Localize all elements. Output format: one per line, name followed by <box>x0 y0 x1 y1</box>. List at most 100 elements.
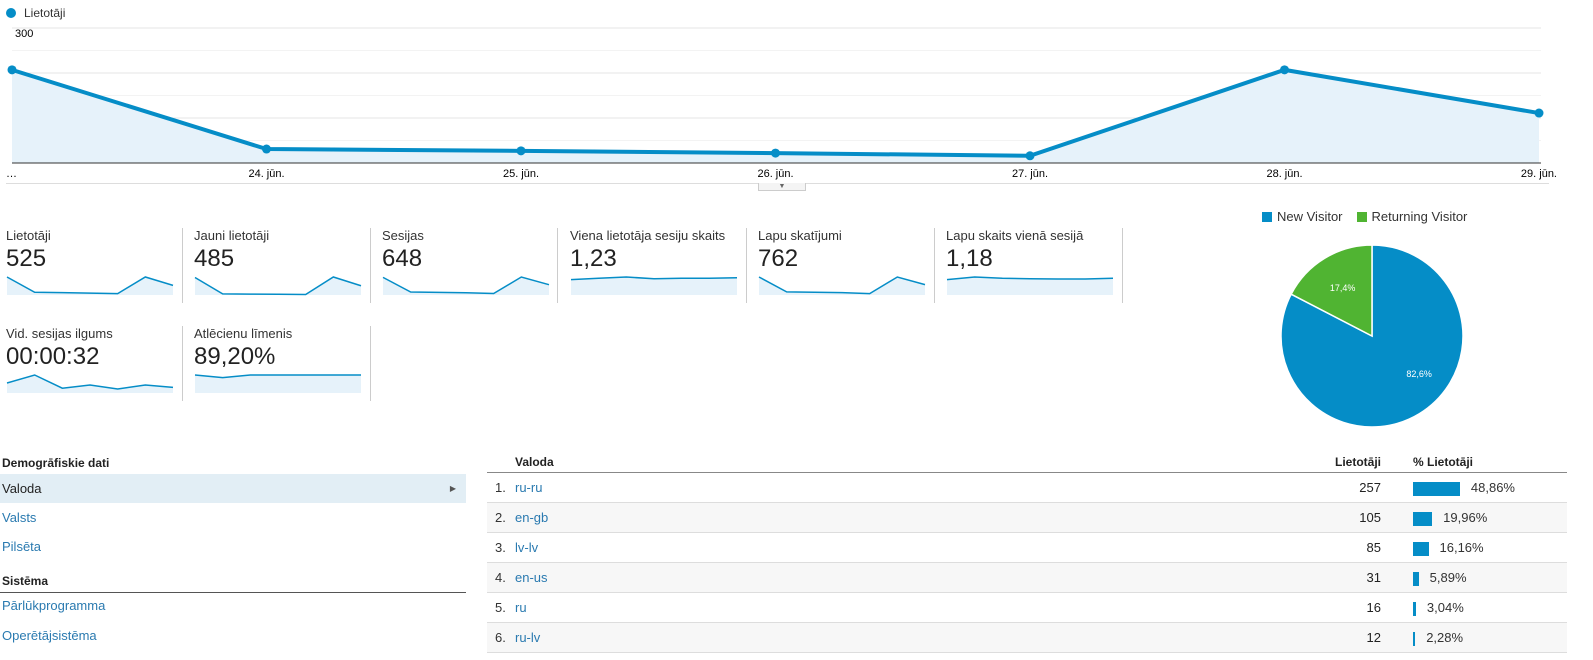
users-count: 16 <box>1366 600 1381 615</box>
row-number: 5. <box>495 600 506 615</box>
sparkline-line <box>382 276 550 295</box>
pie-legend-item[interactable]: Returning Visitor <box>1356 209 1468 224</box>
metric-viena-lietot-ja-sesiju-skaits[interactable]: Viena lietotāja sesiju skaits 1,23 <box>564 228 752 303</box>
percent-bar <box>1413 572 1419 586</box>
metric-lapu-skaits-vien-sesij-[interactable]: Lapu skaits vienā sesijā 1,18 <box>940 228 1128 303</box>
metric-lapu-skat-jumi[interactable]: Lapu skatījumi 762 <box>752 228 940 303</box>
table-row: 1. ru-ru 257 48,86% <box>487 473 1567 503</box>
metric-sparkline <box>570 276 738 295</box>
header-language[interactable]: Valoda <box>515 455 554 469</box>
users-count: 31 <box>1366 570 1381 585</box>
users-count: 105 <box>1359 510 1381 525</box>
percent-value: 2,28% <box>1426 630 1464 645</box>
metric-atl-cienu-l-menis[interactable]: Atlēcienu līmenis 89,20% <box>188 326 376 401</box>
sidebar-item-city[interactable]: Pilsēta <box>2 539 42 554</box>
sparkline-line <box>194 276 362 296</box>
metric-value: 1,23 <box>570 245 617 272</box>
sparkline-area <box>195 375 361 393</box>
sidebar-item-language[interactable]: Valoda ▶ <box>0 474 466 503</box>
language-link[interactable]: ru-ru <box>515 480 543 495</box>
sparkline-area <box>7 375 173 393</box>
metric-label: Lapu skaits vienā sesijā <box>946 228 1084 243</box>
chart-legend[interactable]: Lietotāji <box>6 6 65 20</box>
metric-value: 89,20% <box>194 343 276 370</box>
metric-value: 648 <box>382 245 423 272</box>
legend-dot-icon <box>6 8 16 18</box>
metric-divider <box>746 228 747 303</box>
legend-swatch-icon <box>1262 212 1272 222</box>
sidebar-item-country[interactable]: Valsts <box>2 510 37 525</box>
sparkline-area <box>759 277 925 295</box>
language-table: Valoda Lietotāji % Lietotāji 1. ru-ru 25… <box>487 455 1567 653</box>
y-tick-label: 300 <box>15 28 33 40</box>
sparkline-line <box>6 374 174 390</box>
data-point[interactable] <box>1280 65 1289 75</box>
metric-sparkline <box>382 276 550 295</box>
sparkline-line <box>946 276 1114 281</box>
sidebar-item-label: Valoda <box>2 481 42 496</box>
data-point[interactable] <box>1025 151 1035 161</box>
percent-value: 48,86% <box>1470 480 1515 495</box>
row-number: 3. <box>495 540 506 555</box>
header-users-pct[interactable]: % Lietotāji <box>1413 455 1474 469</box>
metric-value: 1,18 <box>946 245 993 272</box>
sparkline-area <box>571 277 737 295</box>
metric-label: Lapu skatījumi <box>758 228 842 243</box>
metric-divider <box>557 228 558 303</box>
data-point[interactable] <box>771 148 780 158</box>
metric-value: 485 <box>194 245 235 272</box>
table-header: Valoda Lietotāji % Lietotāji <box>487 455 1567 473</box>
data-point[interactable] <box>7 65 17 75</box>
sparkline-line <box>758 276 926 295</box>
users-line-chart: 100200300…24. jūn.25. jūn.26. jūn.27. jū… <box>6 27 1557 180</box>
metric-label: Atlēcienu līmenis <box>194 326 293 341</box>
legend-label: Returning Visitor <box>1371 209 1468 224</box>
metric-vid-sesijas-ilgums[interactable]: Vid. sesijas ilgums 00:00:32 <box>0 326 188 401</box>
header-users[interactable]: Lietotāji <box>1334 455 1381 469</box>
percent-bar <box>1413 632 1416 646</box>
users-count: 85 <box>1366 540 1381 555</box>
metric-sparkline <box>946 276 1114 295</box>
table-row: 6. ru-lv 12 2,28% <box>487 623 1567 653</box>
percent-value: 5,89% <box>1429 570 1467 585</box>
percent-value: 16,16% <box>1439 540 1484 555</box>
metric-divider <box>1122 228 1123 303</box>
data-point[interactable] <box>516 146 526 156</box>
metric-sesijas[interactable]: Sesijas 648 <box>376 228 564 303</box>
legend-swatch-icon <box>1356 212 1367 222</box>
metric-divider <box>182 228 183 303</box>
data-point[interactable] <box>262 144 271 154</box>
sidebar-item-os[interactable]: Operētājsistēma <box>2 628 97 643</box>
metric-jauni-lietot-ji[interactable]: Jauni lietotāji 485 <box>188 228 376 303</box>
users-count: 257 <box>1359 480 1381 495</box>
data-point[interactable] <box>1534 108 1544 118</box>
percent-bar <box>1413 542 1429 556</box>
language-link[interactable]: en-gb <box>515 510 549 525</box>
legend-label: Lietotāji <box>24 6 66 20</box>
section-system: Sistēma <box>0 574 466 593</box>
table-row: 2. en-gb 105 19,96% <box>487 503 1567 533</box>
percent-bar <box>1413 512 1433 526</box>
sparkline-area <box>383 277 549 295</box>
metric-lietot-ji[interactable]: Lietotāji 525 <box>0 228 188 303</box>
sparkline-line <box>6 276 174 295</box>
pie-slice[interactable] <box>1290 244 1373 338</box>
language-link[interactable]: ru-lv <box>515 630 541 645</box>
language-link[interactable]: lv-lv <box>515 540 539 555</box>
metric-divider <box>934 228 935 303</box>
language-link[interactable]: en-us <box>515 570 548 585</box>
section-demographics: Demogrāfiskie dati <box>0 456 466 475</box>
pie-legend-item[interactable]: New Visitor <box>1262 209 1343 224</box>
metric-divider <box>182 326 183 401</box>
metric-sparkline <box>6 276 174 295</box>
metric-divider <box>370 228 371 303</box>
x-tick-label: 24. jūn. <box>248 168 284 180</box>
row-number: 6. <box>495 630 506 645</box>
table-row: 4. en-us 31 5,89% <box>487 563 1567 593</box>
percent-bar <box>1413 602 1416 616</box>
metric-label: Viena lietotāja sesiju skaits <box>570 228 726 243</box>
sidebar-item-browser[interactable]: Pārlūkprogramma <box>2 598 106 613</box>
language-link[interactable]: ru <box>515 600 527 615</box>
chart-collapse-toggle[interactable]: ▼ <box>758 183 806 191</box>
metric-sparkline <box>194 374 361 393</box>
